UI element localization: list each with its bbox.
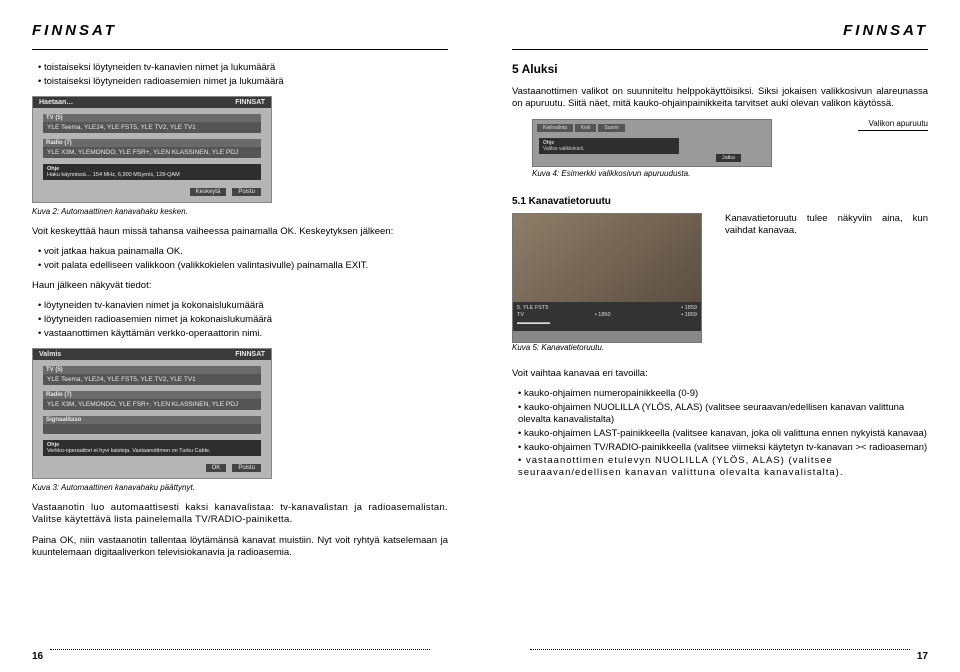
screenshot-3: Valmis FINNSAT TV (5) YLE Teema, YLE24, … (32, 348, 272, 479)
tvshot-bar: ▬▬▬▬▬▬ (517, 320, 550, 328)
para-kanavalista: Vastaanotin luo automaattisesti kaksi ka… (32, 502, 448, 527)
bullet-item: vastaanottimen etulevyn NUOLILLA (YLÖS, … (518, 455, 928, 479)
subsection-5-1: 5.1 Kanavatietoruutu (512, 196, 928, 207)
caption-2: Kuva 2: Automaattinen kanavahaku kesken. (32, 207, 448, 216)
page-dots (50, 649, 430, 650)
screenshot-2: Haetaan… FINNSAT TV (5) YLE Teema, YLE24… (32, 96, 272, 203)
tvshot-tv: TV (517, 312, 524, 320)
tvshot-time: • 1859 (681, 305, 697, 313)
brand-logo-left: FINNSAT (32, 22, 448, 39)
shot3-status-line: Verkko-operaattori ei hyvi kaisteja. Vas… (47, 448, 257, 454)
shot2-btn-poistu: Poistu (232, 188, 261, 196)
tvshot-ch: 5. YLE FST5 (517, 305, 548, 313)
bullet-item: löytyneiden tv-kanavien nimet ja kokonai… (38, 300, 448, 312)
mid-bullet-list: voit jatkaa hakua painamalla OK. voit pa… (38, 246, 448, 272)
para-aluksi: Vastaanottimen valikot on suunniteltu he… (512, 86, 928, 111)
caption-4: Kuva 4: Esimerkki valikkosivun apuruudus… (532, 169, 772, 178)
shot2-tv-line: YLE Teema, YLE24, YLE FST5, YLE TV2, YLE… (47, 124, 196, 131)
shot2-btn-keskeyta: Keskeytä (190, 188, 227, 196)
caption-3: Kuva 3: Automaattinen kanavahaku päättyn… (32, 483, 448, 492)
tvshot-prog: • 1850 (595, 312, 611, 320)
shot3-tv-head: TV (5) (43, 366, 261, 374)
bullet-item: voit palata edelliseen valikkoon (valikk… (38, 260, 448, 272)
para-vaihtaa: Voit vaihtaa kanavaa eri tavoilla: (512, 368, 928, 380)
divider (32, 49, 448, 50)
shot2-brand: FINNSAT (235, 99, 265, 106)
bullet-item: toistaiseksi löytyneiden tv-kanavien nim… (38, 62, 448, 74)
after-bullet-list: löytyneiden tv-kanavien nimet ja kokonai… (38, 300, 448, 340)
bullet-item: kauko-ohjaimen TV/RADIO-painikkeella (va… (518, 442, 928, 454)
top-bullet-list: toistaiseksi löytyneiden tv-kanavien nim… (38, 62, 448, 88)
caption-5: Kuva 5: Kanavatietoruutu. (512, 343, 715, 352)
screenshot-apuruutu: Kielivalinta Kieli Suomi Ohje Valitse va… (532, 119, 772, 167)
apuruutu-tab-suomi: Suomi (598, 124, 624, 132)
pagenum-left: 16 (32, 651, 43, 662)
shot2-status-line: Haku käynnissä… 154 MHz, 6,900 MSym/s, 1… (47, 172, 257, 178)
shot3-title: Valmis (39, 351, 61, 358)
shot3-radio-line: YLE X3M, YLEMONDO, YLE FSR+, YLEN KLASSI… (47, 401, 238, 408)
divider (512, 49, 928, 50)
para-keskeyta: Voit keskeyttää haun missä tahansa vaihe… (32, 226, 448, 238)
shot2-radio-line: YLE X3M, YLEMONDO, YLE FSR+, YLEN KLASSI… (47, 149, 238, 156)
tvshot-prog2: • 1859 (681, 312, 697, 320)
page-spread: FINNSAT toistaiseksi löytyneiden tv-kana… (0, 0, 960, 672)
page-dots (530, 649, 910, 650)
apuruutu-tab-kieli2: Kieli (575, 124, 596, 132)
shot3-brand: FINNSAT (235, 351, 265, 358)
bullet-item: toistaiseksi löytyneiden radioasemien ni… (38, 76, 448, 88)
apuruutu-tab-kieli: Kielivalinta (537, 124, 573, 132)
bullet-item: voit jatkaa hakua painamalla OK. (38, 246, 448, 258)
para-haunjalkeen: Haun jälkeen näkyvät tiedot: (32, 280, 448, 292)
bullet-item: kauko-ohjaimen numeropainikkeella (0-9) (518, 388, 928, 400)
shot3-btn-poistu: Poistu (232, 464, 261, 472)
bullet-item: löytyneiden radioasemien nimet ja kokona… (38, 314, 448, 326)
brand-logo-right: FINNSAT (512, 22, 928, 39)
shot3-tv-line: YLE Teema, YLE24, YLE FST5, YLE TV2, YLE… (47, 376, 196, 383)
apuruutu-ohje-line: Valitse valikkokieli. (543, 146, 675, 152)
para-painaok: Paina OK, niin vastaanotin tallentaa löy… (32, 535, 448, 560)
shot3-btn-ok: OK (206, 464, 227, 472)
bullet-item: kauko-ohjaimen LAST-painikkeella (valits… (518, 428, 928, 440)
shot3-radio-head: Radio (7) (43, 391, 261, 399)
screenshot-5: 5. YLE FST5 • 1859 TV • 1850 • 1859 ▬▬▬▬… (512, 213, 702, 343)
apuruutu-label: Valikon apuruutu (780, 119, 928, 128)
shot2-tv-head: TV (5) (43, 114, 261, 122)
page-left: FINNSAT toistaiseksi löytyneiden tv-kana… (0, 0, 480, 672)
pagenum-right: 17 (917, 651, 928, 662)
shot2-radio-head: Radio (7) (43, 139, 261, 147)
bullet-item: vastaanottimen käyttämän verkko-operaatt… (38, 328, 448, 340)
bullet-item: kauko-ohjaimen NUOLILLA (YLÖS, ALAS) (va… (518, 402, 928, 426)
section-5-title: 5 Aluksi (512, 62, 928, 76)
page-right: FINNSAT 5 Aluksi Vastaanottimen valikot … (480, 0, 960, 672)
para-kanavatieto: Kanavatietoruutu tulee näkyviin aina, ku… (725, 213, 928, 238)
shot3-net-head: Signaalitaso (43, 416, 261, 424)
channel-change-list: kauko-ohjaimen numeropainikkeella (0-9) … (518, 388, 928, 479)
shot2-title: Haetaan… (39, 99, 73, 106)
apuruutu-btn-jatka: Jatka (716, 154, 741, 162)
